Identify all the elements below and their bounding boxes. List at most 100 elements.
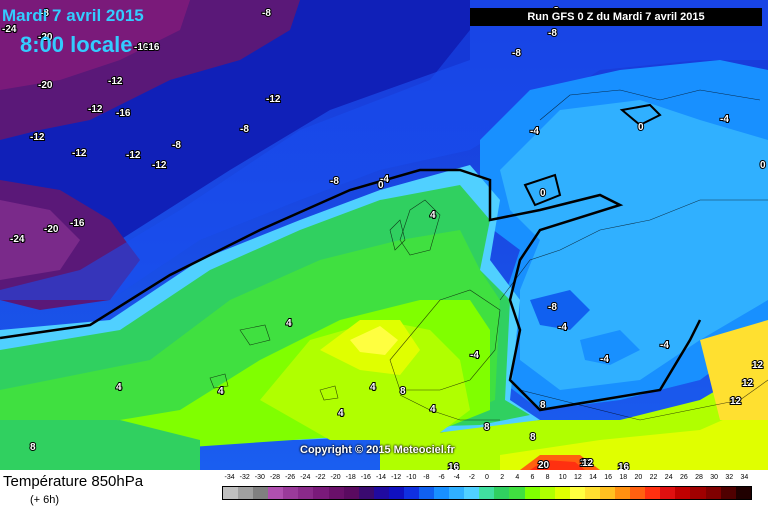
- scale-label: -14: [375, 474, 387, 481]
- isotherm-label: -4: [558, 322, 567, 333]
- coastlines: [209, 89, 768, 421]
- scale-label: -20: [330, 474, 341, 481]
- scale-label: -30: [254, 474, 265, 481]
- isotherm-label: 12: [580, 458, 592, 469]
- isotherm-label: 4: [116, 382, 122, 393]
- isotherm-label: -16: [116, 108, 131, 119]
- temperature-map: -24-20-20-16-16-12-12 -16-12-12 -12-8-12-8…: [0, 0, 768, 470]
- isotherm-label: -16: [70, 218, 85, 229]
- scale-cell: [645, 487, 661, 499]
- scale-cell: [313, 487, 329, 499]
- extreme-cold-zone-left: [0, 200, 80, 280]
- scale-label: 6: [530, 474, 535, 481]
- zero-isotherm-north: [619, 103, 662, 127]
- isotherm-label: -20: [38, 80, 53, 91]
- scale-label: 34: [740, 474, 749, 481]
- legend-footer: Température 850hPa (+ 6h) -34 -32 -30 -28 -2…: [0, 470, 768, 512]
- scale-cell: [238, 487, 254, 499]
- scale-label: 22: [649, 474, 658, 481]
- isotherm-label: 8: [30, 442, 36, 453]
- scale-cell: [735, 487, 751, 499]
- zero-isotherm: [0, 168, 702, 412]
- scale-label: 24: [664, 474, 673, 481]
- model-run-label: Run GFS 0 Z du Mardi 7 avril 2015: [470, 8, 762, 26]
- copyright-notice: Copyright © 2015 Meteociel.fr: [300, 444, 455, 456]
- isotherm-label: -8: [40, 8, 49, 19]
- isotherm-label: -20: [38, 32, 53, 43]
- isotherm-label: -24: [10, 234, 25, 245]
- isotherm-label: -12: [152, 160, 167, 171]
- scale-label: -24: [300, 474, 311, 481]
- isotherm-label: -16: [145, 42, 160, 53]
- scale-label: 28: [695, 474, 703, 481]
- scale-label: -18: [345, 474, 356, 481]
- scale-label: 18: [619, 474, 628, 481]
- isotherm-label: -20: [44, 224, 59, 235]
- scale-label: -6: [438, 474, 445, 481]
- isotherm-label: -12: [108, 76, 123, 87]
- scale-cell: [539, 487, 555, 499]
- isotherm-label: 4: [338, 408, 344, 419]
- scale-label: -32: [239, 474, 250, 481]
- isotherm-label: 4: [286, 318, 292, 329]
- scale-cell: [388, 487, 404, 499]
- scale-cell: [268, 487, 284, 499]
- isotherm-label: 4: [218, 386, 224, 397]
- isotherm-label: 8: [484, 422, 490, 433]
- scale-label: -8: [423, 474, 430, 481]
- temperature-color-scale: -34 -32 -30 -28 -26 -24 -22 -20 -18 -16 -14 -12 -10-…: [222, 474, 752, 508]
- isotherm-label: -12: [30, 132, 45, 143]
- isotherm-label: 12: [752, 360, 764, 371]
- scale-label: -16: [360, 474, 371, 481]
- scale-cell: [690, 487, 706, 499]
- scale-cell: [479, 487, 495, 499]
- warm-zone-bright-yellow: [350, 326, 398, 355]
- scale-label: -34: [224, 474, 235, 481]
- isotherm-label: 4: [430, 210, 436, 221]
- isotherm-label: 20: [538, 460, 550, 470]
- scale-cell: [675, 487, 691, 499]
- isotherm-label: -12: [88, 104, 103, 115]
- isotherm-label: -8: [548, 302, 557, 313]
- scale-cell: [358, 487, 374, 499]
- cold-pocket-south: [580, 330, 640, 365]
- scale-cell: [705, 487, 721, 499]
- isotherm-label: -8: [512, 48, 521, 59]
- scale-cell: [223, 487, 239, 499]
- scale-cell: [720, 487, 736, 499]
- scale-cell: [660, 487, 676, 499]
- scale-cell: [494, 487, 510, 499]
- hot-zone-south-core: [530, 460, 585, 470]
- isotherm-label: -4: [470, 350, 479, 361]
- isotherm-label: -12: [72, 148, 87, 159]
- scale-labels: -34 -32 -30 -28 -26 -24 -22 -20 -18 -16 -14 -12 -10-…: [222, 474, 752, 486]
- isotherm-label: 4: [370, 382, 376, 393]
- isotherm-label: 12: [582, 458, 594, 469]
- warm-zone-se: [700, 320, 768, 420]
- scale-label: -22: [315, 474, 326, 481]
- cold-pocket-central: [530, 290, 590, 330]
- scale-label: 32: [725, 474, 734, 481]
- cold-band: [0, 0, 768, 300]
- scale-label: 0: [485, 474, 489, 481]
- isotherm-label: -8: [330, 176, 339, 187]
- isotherm-label: -12: [126, 150, 141, 161]
- scale-label: 16: [604, 474, 613, 481]
- isotherm-label: -4: [720, 114, 729, 125]
- scale-cell: [554, 487, 570, 499]
- scale-label: -2: [468, 474, 475, 481]
- scale-cell: [509, 487, 525, 499]
- scale-label: -10: [406, 474, 417, 481]
- isotherm-label: -16: [134, 42, 149, 53]
- scale-cell: [403, 487, 420, 499]
- forecast-lead-time: (+ 6h): [30, 494, 60, 506]
- scale-label: 4: [515, 474, 520, 481]
- isotherm-label: -4: [380, 174, 389, 185]
- isotherm-label: 8: [540, 400, 546, 411]
- isotherm-label: -12: [266, 94, 281, 105]
- isotherm-label: 16: [448, 462, 460, 470]
- scale-cell: [283, 487, 299, 499]
- scale-label: 14: [589, 474, 597, 481]
- extreme-cold-zone-top: [0, 0, 190, 90]
- isotherm-label: 8: [400, 386, 406, 397]
